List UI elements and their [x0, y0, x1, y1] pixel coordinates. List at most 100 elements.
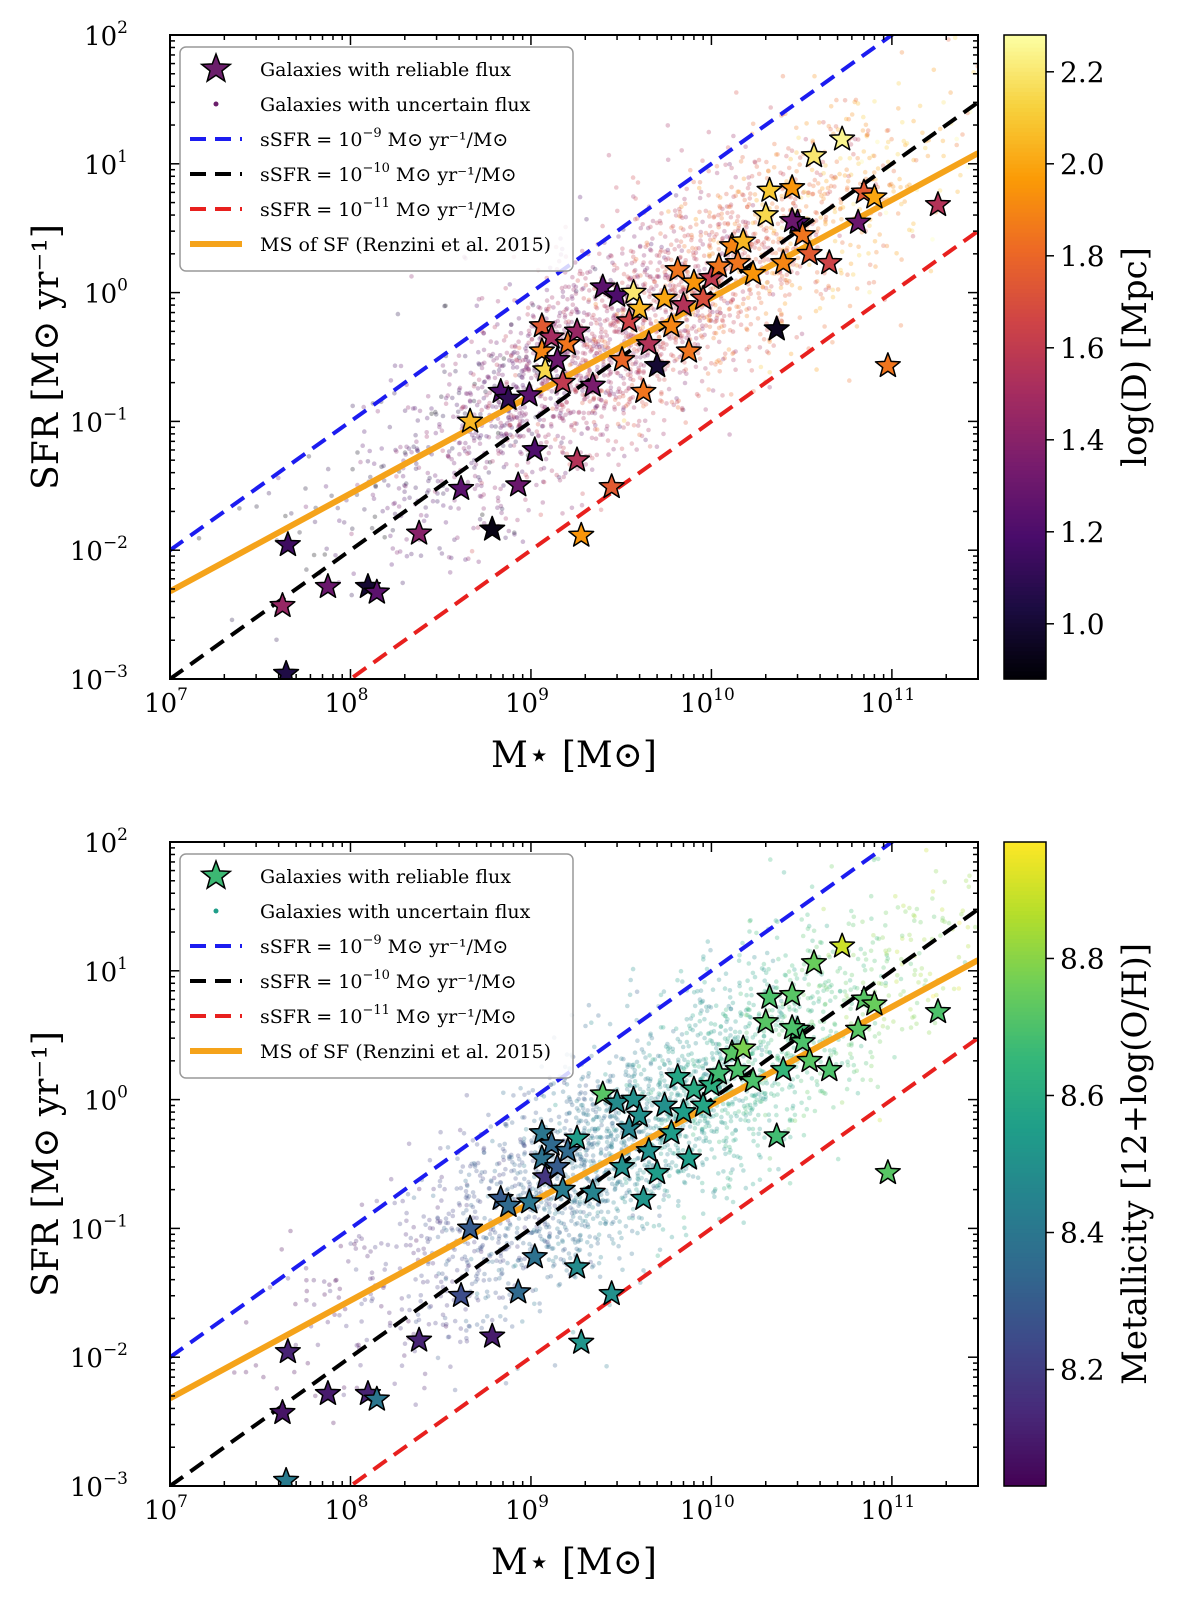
uncertain-point	[931, 914, 937, 920]
uncertain-point	[579, 1222, 584, 1228]
uncertain-point	[689, 326, 695, 331]
uncertain-point	[504, 461, 509, 467]
uncertain-point	[652, 1057, 658, 1062]
uncertain-point	[528, 375, 534, 381]
uncertain-point	[615, 421, 621, 427]
uncertain-point	[526, 358, 531, 364]
uncertain-point	[603, 1221, 608, 1226]
uncertain-point	[671, 1029, 676, 1034]
galaxy-star	[845, 208, 872, 234]
uncertain-point	[676, 1170, 681, 1175]
uncertain-point	[805, 190, 811, 196]
uncertain-point	[875, 166, 881, 171]
uncertain-point	[526, 340, 531, 346]
uncertain-point	[856, 161, 861, 166]
uncertain-point	[665, 1083, 670, 1089]
uncertain-point	[660, 340, 666, 346]
uncertain-point	[676, 244, 682, 249]
uncertain-point	[761, 1096, 766, 1102]
galaxy-star	[563, 317, 591, 343]
colorbar-segment	[1004, 115, 1046, 121]
uncertain-point	[641, 1050, 646, 1055]
uncertain-point	[767, 1118, 772, 1123]
uncertain-point	[787, 292, 792, 297]
uncertain-point	[445, 1220, 451, 1226]
uncertain-point	[450, 395, 455, 401]
uncertain-point	[517, 418, 523, 424]
uncertain-point	[657, 1065, 662, 1071]
uncertain-point	[686, 1052, 691, 1058]
uncertain-point	[369, 1298, 374, 1304]
uncertain-point	[641, 282, 646, 288]
x-tick-label: 108	[325, 685, 369, 719]
uncertain-point	[821, 120, 826, 125]
uncertain-point	[404, 1210, 409, 1216]
uncertain-point	[754, 930, 759, 936]
uncertain-point	[646, 1086, 651, 1092]
uncertain-point	[519, 451, 524, 457]
uncertain-point	[517, 372, 522, 378]
uncertain-point	[542, 404, 547, 410]
uncertain-point	[432, 473, 438, 478]
uncertain-point	[758, 1042, 764, 1048]
uncertain-point	[625, 1062, 630, 1067]
uncertain-point	[564, 451, 570, 457]
uncertain-point	[778, 236, 784, 241]
uncertain-point	[589, 1020, 594, 1025]
uncertain-point	[862, 951, 867, 956]
colorbar-segment	[1004, 630, 1046, 636]
uncertain-point	[692, 1120, 697, 1126]
uncertain-point	[901, 138, 907, 144]
uncertain-point	[471, 1194, 477, 1199]
uncertain-point	[854, 985, 860, 991]
uncertain-point	[478, 1246, 484, 1252]
uncertain-point	[912, 968, 918, 973]
uncertain-point	[611, 321, 616, 326]
uncertain-point	[593, 405, 598, 411]
colorbar-segment	[1004, 658, 1046, 664]
uncertain-point	[635, 273, 640, 278]
uncertain-point	[507, 282, 513, 287]
uncertain-point	[471, 1161, 477, 1166]
uncertain-point	[591, 397, 596, 402]
uncertain-point	[564, 1111, 570, 1117]
uncertain-point	[698, 229, 704, 235]
colorbar-tick-label: 1.8	[1060, 240, 1105, 273]
y-tick-label: 10−2	[70, 533, 128, 567]
uncertain-point	[883, 910, 889, 916]
uncertain-point	[816, 983, 822, 989]
uncertain-point	[634, 1181, 640, 1187]
uncertain-point	[603, 1153, 608, 1158]
uncertain-point	[564, 1268, 569, 1273]
uncertain-point	[636, 1064, 642, 1069]
uncertain-point	[586, 1002, 592, 1008]
uncertain-point	[777, 247, 782, 252]
uncertain-point	[734, 1113, 739, 1119]
uncertain-point	[590, 265, 596, 270]
uncertain-point	[693, 312, 698, 318]
uncertain-point	[744, 313, 750, 319]
uncertain-point	[615, 371, 621, 376]
reliable-flux-stars	[269, 125, 952, 679]
uncertain-point	[927, 971, 933, 977]
uncertain-point	[643, 402, 649, 407]
uncertain-point	[923, 978, 928, 983]
uncertain-point	[753, 1102, 758, 1107]
uncertain-point	[616, 329, 622, 335]
uncertain-point	[881, 965, 886, 970]
uncertain-point	[659, 1121, 664, 1126]
uncertain-point	[400, 580, 406, 586]
uncertain-point	[620, 251, 625, 256]
galaxy-star	[609, 346, 636, 372]
uncertain-point	[770, 239, 776, 245]
uncertain-point	[883, 210, 889, 216]
uncertain-point	[489, 1317, 495, 1323]
uncertain-point	[379, 464, 384, 470]
uncertain-point	[747, 196, 753, 201]
uncertain-point	[655, 274, 660, 280]
uncertain-point	[519, 374, 524, 380]
uncertain-point	[475, 386, 481, 391]
uncertain-point	[484, 1235, 489, 1241]
uncertain-point	[503, 1305, 508, 1310]
uncertain-point	[723, 1139, 729, 1144]
